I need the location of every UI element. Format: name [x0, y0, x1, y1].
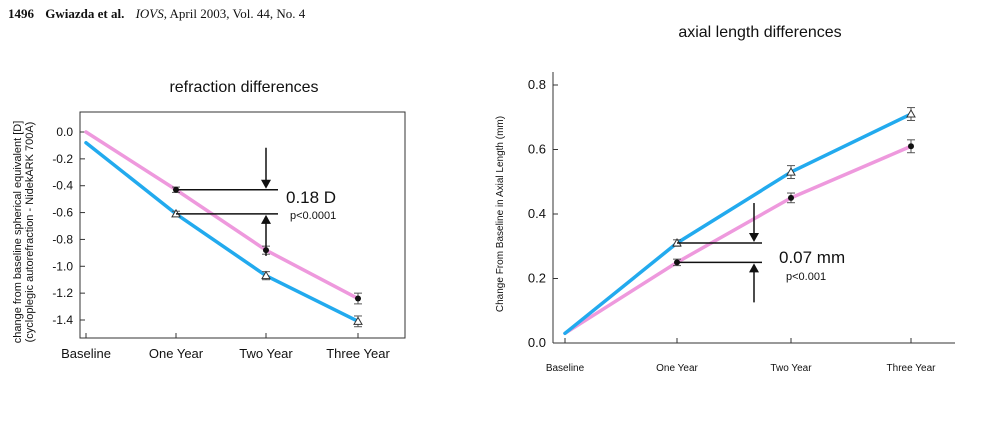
y-tick-label: -0.2: [52, 152, 73, 166]
plot-frame: [79, 111, 406, 339]
x-tick-label: Two Year: [239, 346, 293, 361]
annotation-pvalue: p<0.001: [786, 271, 826, 283]
data-point-triangle: [353, 316, 363, 325]
y-axis-label: change from baseline spherical equivalen…: [12, 121, 24, 344]
y-tick-label: 0.0: [56, 125, 73, 139]
x-tick-label: One Year: [656, 363, 698, 374]
data-point-triangle: [261, 270, 271, 280]
chart-title: refraction differences: [169, 79, 318, 96]
data-point-triangle: [906, 109, 916, 118]
journal-name: IOVS: [135, 6, 164, 21]
authors: Gwiazda et al.: [45, 6, 125, 21]
y-tick-label: -1.0: [52, 259, 73, 273]
y-tick-label: 0.0: [528, 335, 546, 350]
y-tick-label: 0.6: [528, 142, 546, 157]
series-line-blue: [84, 140, 360, 324]
y-tick-label: -0.6: [52, 206, 73, 220]
x-tick-label: Two Year: [770, 363, 812, 374]
y-tick-label: 0.8: [528, 77, 546, 92]
x-tick-label: One Year: [149, 346, 204, 361]
x-tick-label: Three Year: [326, 346, 390, 361]
arrow-down-head: [749, 233, 759, 243]
x-tick-label: Baseline: [61, 346, 111, 361]
y-tick-label: 0.2: [528, 271, 546, 286]
series-line-pink: [563, 144, 913, 336]
x-tick-label: Three Year: [887, 363, 937, 374]
annotation-pvalue: p<0.0001: [290, 210, 336, 222]
data-point-circle: [908, 143, 914, 150]
chart-title: axial length differences: [678, 24, 841, 41]
arrow-down-head: [261, 179, 271, 189]
series-line-blue: [563, 112, 913, 336]
journal-header: 1496 Gwiazda et al. IOVS, April 2003, Vo…: [8, 6, 305, 22]
y-axis-label: Change From Baseline in Axial Length (mm…: [495, 116, 506, 312]
arrow-up-head: [261, 214, 271, 224]
annotation-label: 0.07 mm: [779, 248, 845, 267]
y-tick-label: -0.4: [52, 179, 73, 193]
page-number: 1496: [8, 6, 34, 21]
y-axis-label: (cycloplegic autorefraction - NidekARK 7…: [24, 122, 36, 343]
y-tick-label: -1.4: [52, 313, 73, 327]
series-line-pink: [84, 130, 360, 301]
annotation-label: 0.18 D: [286, 188, 336, 207]
data-point-circle: [788, 194, 794, 201]
data-point-circle: [355, 295, 361, 302]
y-tick-label: -0.8: [52, 232, 73, 246]
data-point-triangle: [786, 167, 796, 176]
y-tick-label: 0.4: [528, 206, 546, 221]
arrow-up-head: [749, 263, 759, 273]
journal-issue: , April 2003, Vol. 44, No. 4: [163, 6, 306, 21]
x-tick-label: Baseline: [546, 363, 585, 374]
y-tick-label: -1.2: [52, 286, 73, 300]
